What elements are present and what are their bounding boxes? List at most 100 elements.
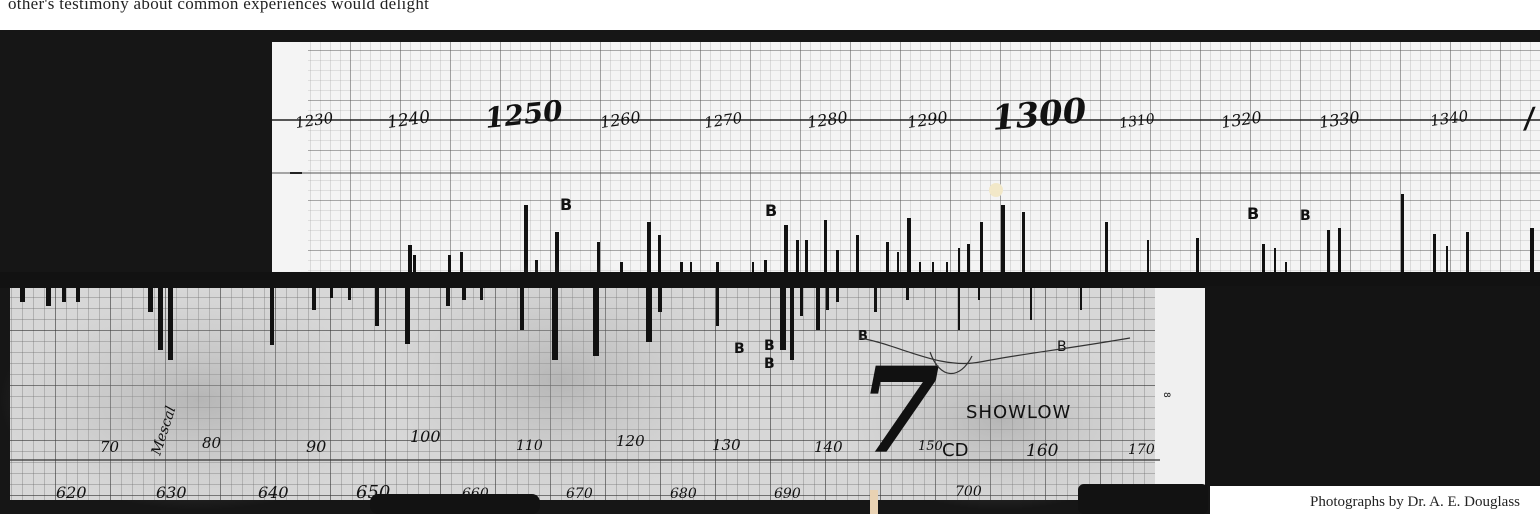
big-number: 7 [858,341,940,480]
ring-mark [62,288,66,302]
code-label: CD [942,440,968,461]
year-label: 1310 [1118,111,1156,132]
lower-year-labels: 70 80 90 100 110 120 130 140 150 160 170… [56,427,1155,503]
ring-mark [1274,248,1276,274]
year-label: 690 [774,486,801,502]
ring-mark [413,255,416,274]
ring-mark [886,242,889,274]
ring-mark [446,288,450,306]
b-mark: B [734,341,745,357]
ring-mark [524,205,528,274]
ring-mark [958,288,960,330]
year-label: 140 [814,438,843,456]
ring-mark [480,288,483,300]
ring-mark [168,288,173,360]
ring-mark [148,288,153,312]
ring-mark [796,240,799,274]
b-mark: B [765,201,777,220]
b-mark: B [764,338,775,354]
ring-mark [906,288,909,300]
ring-mark [460,252,463,274]
ring-mark [597,242,600,274]
ring-mark [907,218,911,274]
ring-mark [680,262,683,274]
ring-mark [76,288,80,302]
ring-mark [46,288,51,306]
ring-mark [270,288,274,345]
ring-mark [805,240,808,274]
ring-mark [448,255,451,274]
ring-mark [1530,228,1534,274]
ring-mark [897,252,899,274]
ring-mark [1080,288,1082,310]
ring-mark [932,262,934,274]
ring-mark [1327,230,1330,274]
ring-mark [1466,232,1469,274]
ring-mark [1105,222,1108,274]
ring-mark [375,288,379,326]
photo-credit: Photographs by Dr. A. E. Douglass [1310,494,1520,510]
ring-mark [836,250,839,274]
ring-mark [330,288,333,298]
ring-mark [764,260,767,274]
b-mark: B [1300,208,1311,224]
ring-mark [690,262,692,274]
ring-mark [1446,246,1448,274]
ring-mark [752,262,754,274]
year-label: 680 [670,486,697,502]
ring-mark [1338,228,1341,274]
ring-mark [824,220,827,274]
ring-mark [1147,240,1149,274]
year-label: 1340 [1429,107,1470,130]
year-label: 1250 [483,94,564,135]
year-label: 670 [566,486,593,502]
year-label: 130 [712,436,741,454]
ring-mark [1401,194,1404,274]
ring-mark [646,288,652,342]
year-label: 80 [202,434,222,452]
year-label: 170 [1128,442,1155,458]
ring-mark [780,288,786,350]
ring-mark [716,288,719,326]
ring-mark [856,235,859,274]
year-label: 630 [156,483,187,502]
ring-mark [874,288,877,312]
upper-ring-marks [408,194,1534,274]
ring-mark [20,288,25,302]
b-mark: B [764,356,775,372]
ring-mark [158,288,163,350]
ring-mark [408,245,412,274]
ring-mark [800,288,803,316]
ring-mark [1285,262,1287,274]
ring-mark [946,262,948,274]
year-label: 1300 [990,91,1088,139]
ring-mark [658,235,661,274]
year-label: 120 [616,432,645,450]
year-label: 100 [410,427,441,446]
ring-mark [1001,205,1005,274]
ring-mark [1433,234,1436,274]
ring-mark [967,244,970,274]
b-mark: B [1247,204,1259,223]
ring-mark [1022,212,1025,274]
ring-mark [647,222,651,274]
site-label: SHOWLOW [966,402,1071,423]
year-label: 700 [955,484,982,500]
upper-b-marks: B B B B [560,195,1311,224]
ring-mark [348,288,351,300]
b-mark: B [560,195,572,214]
ring-mark [958,248,960,274]
ring-mark [552,288,558,360]
ring-mark [836,288,839,302]
ring-mark [816,288,820,330]
top-text-fragment: other's testimony about common experienc… [8,0,430,13]
year-label: 620 [56,483,87,502]
ring-mark [716,262,719,274]
ring-mark [555,232,559,274]
ring-mark [405,288,410,344]
upper-chart [272,42,1540,274]
ring-mark [658,288,662,312]
ring-mark [1196,238,1199,274]
ring-mark [1262,244,1265,274]
ring-mark [462,288,466,300]
